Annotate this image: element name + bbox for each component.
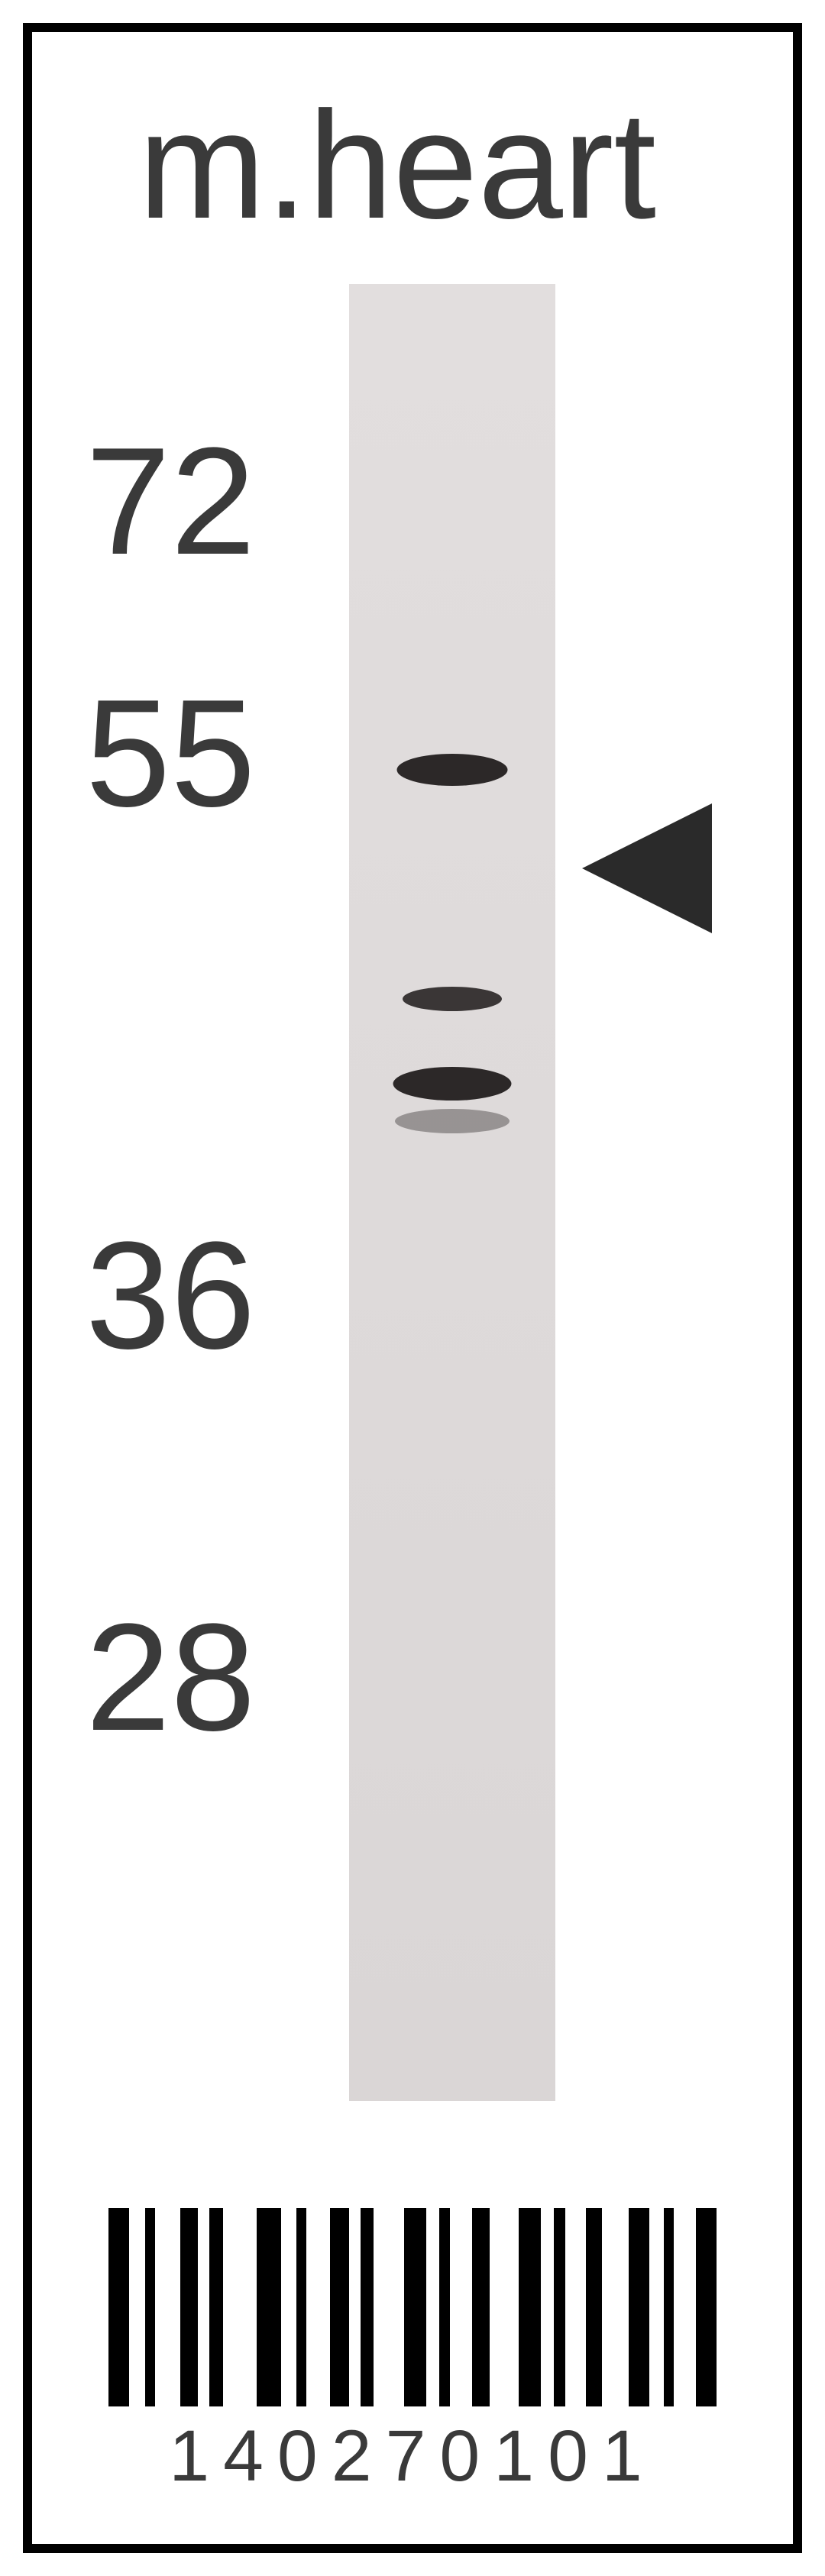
barcode-gap (649, 2208, 664, 2406)
barcode-gap (490, 2208, 519, 2406)
barcode-gap (306, 2208, 330, 2406)
barcode-gap (602, 2208, 629, 2406)
band-mid-faint (403, 987, 502, 1011)
barcode-bar (696, 2208, 717, 2406)
barcode-number: 140270101 (32, 2415, 793, 2498)
barcode-bar (664, 2208, 674, 2406)
barcode-gap (129, 2208, 145, 2406)
barcode (108, 2208, 717, 2406)
barcode-bar (108, 2208, 129, 2406)
band-target (393, 1067, 512, 1101)
barcode-gap (349, 2208, 361, 2406)
barcode-bar (404, 2208, 426, 2406)
barcode-bar (361, 2208, 374, 2406)
barcode-gap (374, 2208, 404, 2406)
barcode-bar (330, 2208, 349, 2406)
band-shadow (395, 1109, 510, 1133)
barcode-gap (450, 2208, 472, 2406)
barcode-bar (439, 2208, 449, 2406)
band-upper (397, 754, 508, 786)
mw-marker-72: 72 (86, 414, 255, 590)
barcode-bar (145, 2208, 155, 2406)
barcode-gap (541, 2208, 554, 2406)
barcode-bar (472, 2208, 490, 2406)
mw-marker-28: 28 (86, 1590, 255, 1766)
barcode-bar (629, 2208, 649, 2406)
barcode-gap (198, 2208, 209, 2406)
mw-marker-55: 55 (86, 666, 255, 842)
barcode-gap (426, 2208, 439, 2406)
barcode-bar (519, 2208, 541, 2406)
barcode-gap (223, 2208, 257, 2406)
gel-lane (349, 284, 555, 2101)
barcode-bar (209, 2208, 222, 2406)
barcode-gap (155, 2208, 180, 2406)
barcode-bar (180, 2208, 198, 2406)
barcode-gap (281, 2208, 296, 2406)
barcode-bar (554, 2208, 565, 2406)
image-frame: m.heart 72 55 36 28 140270101 (23, 23, 802, 2553)
barcode-bar (296, 2208, 306, 2406)
mw-marker-36: 36 (86, 1208, 255, 1384)
barcode-gap (565, 2208, 586, 2406)
barcode-bar (257, 2208, 282, 2406)
sample-label: m.heart (32, 78, 762, 254)
barcode-gap (674, 2208, 696, 2406)
target-arrow-icon (582, 803, 712, 933)
barcode-bar (586, 2208, 602, 2406)
